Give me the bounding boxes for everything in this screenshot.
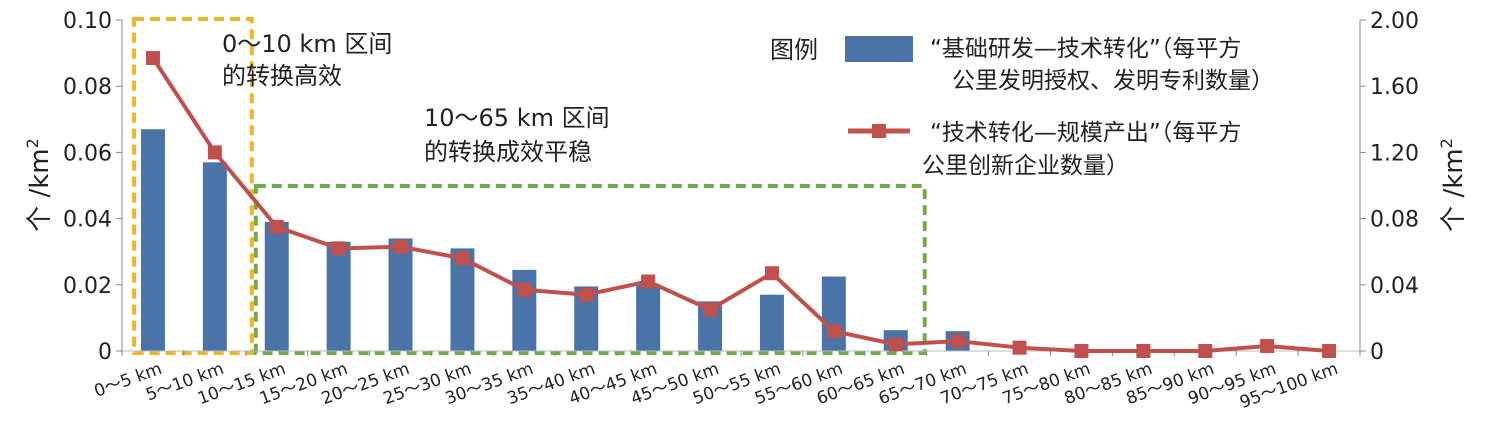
bar-6 (512, 269, 537, 351)
bar-10 (759, 294, 784, 351)
bar-0 (140, 129, 165, 351)
right-axis-title: 个 /km2 (1437, 138, 1469, 232)
annotation-1-line-0: 10～65 km 区间 (424, 104, 610, 132)
line-marker-0 (145, 51, 160, 66)
line-marker-12 (888, 337, 903, 352)
annotation-box-0 (132, 17, 254, 355)
annotation-box-1 (253, 184, 927, 355)
line-marker-15 (1074, 344, 1089, 358)
left-axis-title: 个 /km2 (23, 138, 55, 232)
line-marker-5 (455, 251, 470, 266)
axis-titles: 个 /km2 个 /km2 (23, 138, 1469, 232)
line-marker-19 (1322, 344, 1337, 358)
legend-bar-text-1: 公里发明授权、发明专利数量） (952, 68, 1274, 94)
line-marker-4 (393, 239, 408, 254)
legend-line-text-0: “技术转化—规模产出”（每平方 (930, 120, 1241, 146)
line-marker-13 (950, 334, 965, 349)
bar-4 (388, 238, 413, 351)
left-axis-ticks: 0 0.02 0.04 0.06 0.08 0.10 (63, 9, 1361, 365)
annotation-0-line-0: 0～10 km 区间 (222, 30, 392, 58)
legend-line-text-1: 公里创新企业数量） (922, 153, 1129, 179)
left-tick-label-2: 0.04 (63, 208, 112, 233)
left-tick-label-0: 0 (98, 340, 112, 365)
right-axis-ticks: 0 0.04 0.08 1.20 1.60 2.00 (1359, 9, 1419, 365)
bar-3 (326, 241, 351, 351)
line-series (145, 51, 1337, 358)
right-tick-label-2: 0.08 (1370, 208, 1419, 233)
bar-11 (821, 276, 846, 351)
left-tick-label-1: 0.02 (63, 274, 112, 299)
right-tick-label-1: 0.04 (1370, 274, 1419, 299)
line-marker-11 (826, 324, 841, 339)
annotation-1-line-1: 的转换成效平稳 (424, 138, 592, 166)
line-marker-17 (1198, 344, 1213, 358)
right-tick-label-3: 1.20 (1370, 141, 1419, 166)
annotation-boxes (132, 17, 927, 355)
left-tick-label-4: 0.08 (63, 75, 112, 100)
bar-2 (264, 221, 289, 351)
bar-1 (202, 162, 227, 351)
line-marker-16 (1136, 344, 1151, 358)
bar-8 (636, 284, 661, 351)
line-marker-8 (641, 274, 656, 289)
left-tick-label-5: 0.10 (63, 9, 112, 34)
right-tick-label-5: 2.00 (1370, 9, 1419, 34)
line-marker-2 (269, 219, 284, 234)
annotation-0-line-1: 的转换高效 (222, 62, 342, 90)
line-marker-10 (764, 266, 779, 281)
line-marker-3 (331, 241, 346, 256)
line-marker-18 (1260, 339, 1275, 354)
line-path (151, 56, 1330, 353)
right-tick-label-0: 0 (1370, 340, 1384, 365)
line-marker-14 (1012, 340, 1027, 355)
legend-line-marker (872, 124, 886, 138)
line-marker-7 (579, 287, 594, 302)
legend-title: 图例 (770, 36, 818, 64)
right-tick-label-4: 1.60 (1370, 75, 1419, 100)
bar-5 (450, 248, 475, 351)
legend-bar-text-0: “基础研发—技术转化”（每平方 (930, 36, 1241, 62)
line-marker-6 (517, 282, 532, 297)
line-marker-1 (207, 145, 222, 160)
left-tick-label-3: 0.06 (63, 141, 112, 166)
line-marker-9 (703, 302, 718, 317)
legend-bar-swatch (845, 36, 913, 62)
